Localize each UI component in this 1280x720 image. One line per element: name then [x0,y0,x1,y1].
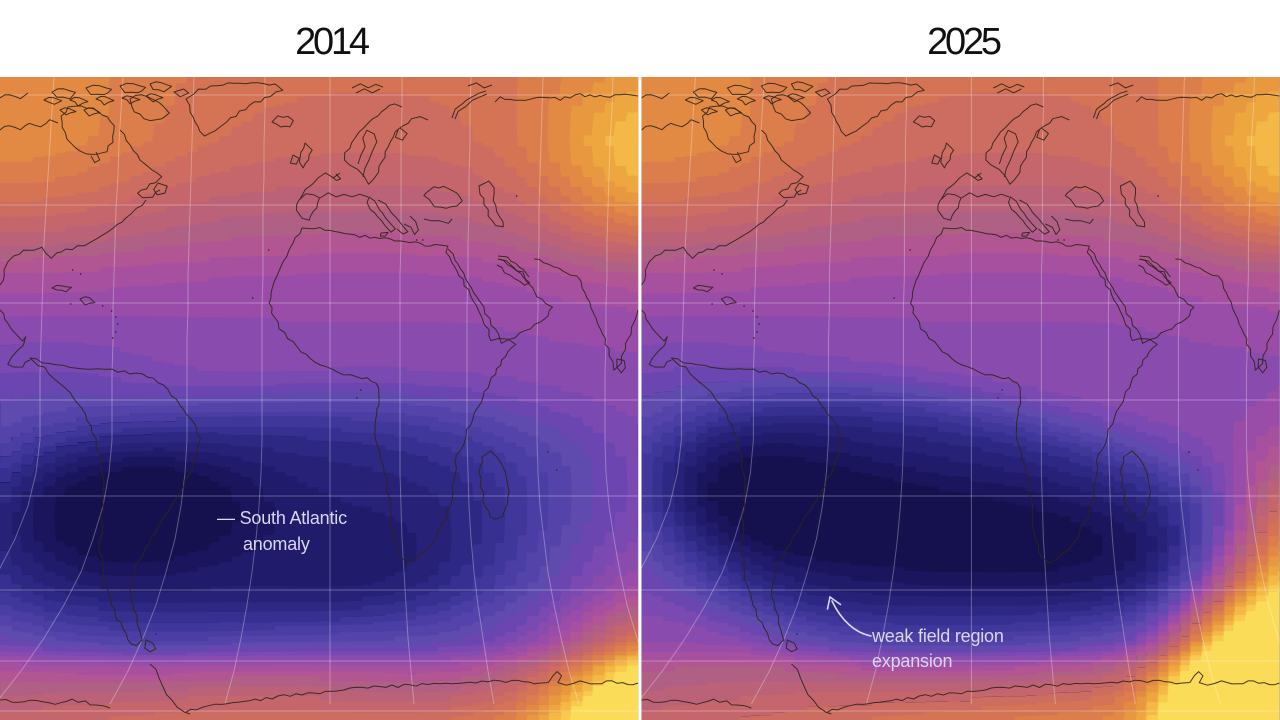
svg-text:anomaly: anomaly [243,534,310,554]
svg-text:weak field region: weak field region [871,626,1004,646]
svg-text:2014: 2014 [295,21,370,63]
svg-text:— South Atlantic: — South Atlantic [217,508,347,528]
svg-text:expansion: expansion [872,651,952,671]
svg-text:2025: 2025 [927,21,1001,63]
